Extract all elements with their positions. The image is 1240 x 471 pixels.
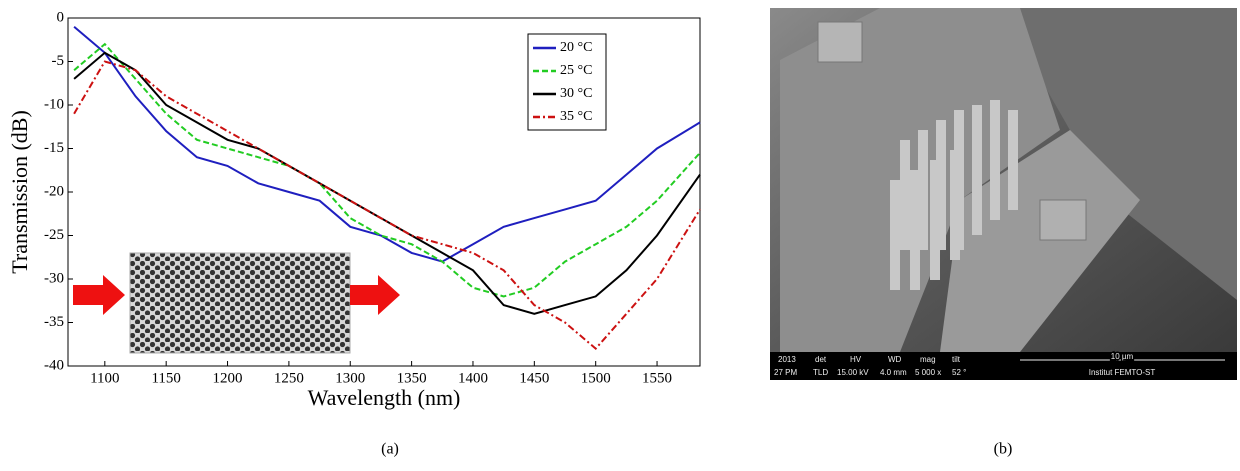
x-tick-label: 1200 — [213, 370, 243, 386]
y-tick-label: 0 — [57, 9, 65, 25]
sem-info: TLD — [813, 368, 828, 377]
y-tick-label: -25 — [44, 227, 64, 243]
x-tick-label: 1300 — [335, 370, 365, 386]
arrow — [73, 275, 125, 315]
caption: (b) — [994, 441, 1013, 458]
arrow — [350, 275, 400, 315]
sem-info: 27 PM — [774, 368, 797, 377]
sem-info: Institut FEMTO-ST — [1089, 368, 1156, 377]
legend-label: 35 °C — [560, 109, 592, 124]
y-tick-label: -30 — [44, 270, 64, 286]
sem-pad — [1039, 199, 1087, 241]
x-tick-label: 1350 — [397, 370, 427, 386]
y-axis-label: Transmission (dB) — [7, 110, 32, 274]
y-tick-label: -15 — [44, 140, 64, 156]
x-tick-label: 1550 — [642, 370, 672, 386]
y-tick-label: -10 — [44, 96, 64, 112]
x-tick-label: 1400 — [458, 370, 488, 386]
y-tick-label: -35 — [44, 314, 64, 330]
legend-box — [527, 33, 607, 131]
sem-info-bar — [770, 352, 1237, 380]
caption: (a) — [381, 441, 399, 458]
sem-pad — [817, 21, 863, 63]
chart: 0 -5 -10 -15 -20 -25 -30 -35 -40 1100 1150 1200 1250… — [7, 9, 701, 410]
sem-info: tilt — [952, 355, 961, 364]
sem-info: det — [815, 355, 827, 364]
y-tick-label: -5 — [52, 53, 65, 69]
series-line — [73, 25, 701, 263]
x-tick-label: 1150 — [151, 370, 180, 386]
sem-info: 4.0 mm — [880, 368, 907, 377]
sem-info: 52 ° — [952, 368, 966, 377]
sem-info: 5 000 x — [915, 368, 941, 377]
legend-label: 30 °C — [560, 86, 592, 101]
legend-label: 20 °C — [560, 40, 592, 55]
legend: 20 °C 25 °C 30 °C 35 °C — [527, 33, 607, 131]
sem-info: WD — [888, 355, 902, 364]
sem-pillars — [890, 100, 1018, 290]
sem-surface — [1000, 8, 1237, 300]
sem-image: 2013 27 PM det TLD HV 15.00 kV WD 4.0 mm… — [770, 8, 1237, 380]
x-tick-label: 1500 — [581, 370, 611, 386]
sem-info: mag — [920, 355, 936, 364]
sem-info: HV — [850, 355, 862, 364]
sem-info: 15.00 kV — [837, 368, 869, 377]
inset — [73, 252, 400, 354]
legend-label: 25 °C — [560, 63, 592, 78]
sem-info: 2013 — [778, 355, 796, 364]
inset-image — [129, 252, 351, 354]
series-line — [73, 60, 701, 350]
x-tick-label: 1450 — [519, 370, 549, 386]
series-line — [73, 42, 701, 298]
y-tick-label: -40 — [44, 357, 64, 373]
y-tick-label: -20 — [44, 183, 64, 199]
x-tick-label: 1100 — [90, 370, 119, 386]
x-tick-label: 1250 — [274, 370, 304, 386]
x-axis-label: Wavelength (nm) — [308, 385, 461, 410]
scale-label: 10 µm — [1111, 352, 1134, 361]
